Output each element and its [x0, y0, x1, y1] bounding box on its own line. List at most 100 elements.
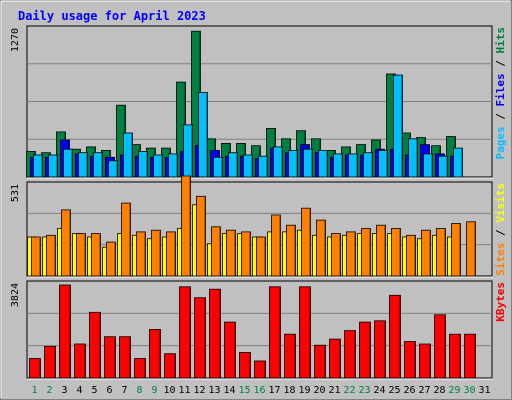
x-axis-labels: 1 2 3 4 5 6 7 8 9 10 11 12 13 14 15 16 17 18 19 20 21 22 23 24 2… [31, 385, 490, 396]
bar-sites-day-23 [361, 228, 371, 277]
bar-pages-day-25 [393, 74, 403, 178]
bar-kbytes-day-4 [74, 343, 86, 379]
series-sites [31, 175, 476, 277]
x-label-day-30: 30 [463, 385, 475, 396]
bar-pages-day-1 [33, 154, 43, 178]
bar-kbytes-day-16 [254, 360, 266, 379]
bar-pages-day-17 [273, 146, 283, 178]
x-label-day-19: 19 [298, 385, 310, 396]
bar-sites-day-7 [121, 202, 131, 277]
bar-pages-day-2 [48, 154, 58, 178]
bar-sites-day-14 [226, 229, 236, 277]
bar-sites-day-28 [436, 228, 446, 277]
bar-kbytes-day-2 [44, 345, 56, 379]
y-max-label-middle: 531 [10, 184, 21, 202]
bar-pages-day-4 [78, 152, 88, 178]
x-label-day-28: 28 [433, 385, 445, 396]
bar-kbytes-day-18 [284, 333, 296, 379]
legend-item-kbytes: KBytes [494, 282, 507, 322]
bar-sites-day-8 [136, 231, 146, 277]
x-label-day-11: 11 [178, 385, 190, 396]
y-max-label-top: 1270 [10, 28, 21, 52]
bar-sites-day-3 [61, 209, 71, 277]
bar-kbytes-day-17 [269, 286, 281, 379]
x-label-day-22: 22 [343, 385, 355, 396]
bar-kbytes-day-14 [224, 321, 236, 379]
bar-sites-day-26 [406, 234, 416, 277]
series-kbytes [29, 284, 476, 379]
bar-sites-day-10 [166, 231, 176, 277]
bar-sites-day-25 [391, 228, 401, 277]
x-label-day-15: 15 [238, 385, 250, 396]
bar-sites-day-20 [316, 219, 326, 277]
chart-panels: 1270 Pages / Files / Hits 531 Sites / Visit… [10, 25, 507, 380]
bar-kbytes-day-25 [389, 294, 401, 379]
bar-pages-day-26 [408, 138, 418, 178]
bar-sites-day-30 [466, 221, 476, 277]
bar-kbytes-day-11 [179, 286, 191, 379]
bar-kbytes-day-3 [59, 284, 71, 379]
bar-kbytes-day-21 [329, 338, 341, 379]
bar-pages-day-24 [378, 149, 388, 178]
x-label-day-25: 25 [388, 385, 400, 396]
bar-pages-day-9 [153, 154, 163, 178]
x-label-day-29: 29 [448, 385, 460, 396]
bar-kbytes-day-9 [149, 328, 161, 379]
bar-pages-day-22 [348, 153, 358, 178]
bar-pages-day-18 [288, 149, 298, 178]
bar-pages-day-3 [63, 148, 73, 178]
bar-pages-day-20 [318, 149, 328, 178]
x-label-day-8: 8 [136, 385, 142, 396]
bar-sites-day-13 [211, 226, 221, 277]
legend-item-sites: Sites [494, 243, 507, 276]
x-label-day-20: 20 [313, 385, 325, 396]
legend-item-pages: Pages [494, 126, 507, 159]
bar-pages-day-5 [93, 152, 103, 178]
bar-sites-day-6 [106, 241, 116, 277]
bar-pages-day-14 [228, 152, 238, 178]
bar-kbytes-day-7 [119, 336, 131, 379]
bar-sites-day-19 [301, 207, 311, 277]
legend-item-sep: / [494, 223, 507, 243]
bar-pages-day-28 [438, 155, 448, 178]
chart-title: Daily usage for April 2023 [18, 9, 206, 23]
bar-sites-day-17 [271, 214, 281, 277]
x-label-day-14: 14 [223, 385, 235, 396]
x-label-day-24: 24 [373, 385, 385, 396]
panel-middle: 531 Sites / Visits [10, 175, 507, 278]
bar-pages-day-13 [213, 156, 223, 178]
legend-bottom: KBytes [494, 282, 507, 322]
x-label-day-4: 4 [76, 385, 82, 396]
bar-kbytes-day-19 [299, 286, 311, 379]
panel-bottom: 3824 KBytes [10, 280, 507, 380]
panel-top: 1270 Pages / Files / Hits [10, 25, 507, 179]
bar-pages-day-6 [108, 160, 118, 178]
bar-kbytes-day-6 [104, 336, 116, 379]
bar-kbytes-day-10 [164, 353, 176, 379]
bar-sites-day-29 [451, 223, 461, 277]
legend-item-visits: Visits [494, 183, 507, 223]
bar-sites-day-21 [331, 233, 341, 277]
bar-sites-day-11 [181, 175, 191, 277]
bar-pages-day-8 [138, 151, 148, 178]
x-label-day-9: 9 [151, 385, 157, 396]
legend-item-sep2: / [494, 54, 507, 74]
bar-pages-day-15 [243, 154, 253, 178]
legend-item-files: Files [494, 73, 507, 106]
bar-kbytes-day-15 [239, 352, 251, 379]
bar-kbytes-day-23 [359, 321, 371, 379]
bar-kbytes-day-1 [29, 358, 41, 379]
bar-sites-day-18 [286, 224, 296, 277]
x-label-day-12: 12 [193, 385, 205, 396]
x-label-day-1: 1 [31, 385, 37, 396]
bar-pages-day-7 [123, 132, 133, 178]
bar-sites-day-12 [196, 195, 206, 277]
x-label-day-3: 3 [61, 385, 67, 396]
x-label-day-16: 16 [253, 385, 265, 396]
x-label-day-13: 13 [208, 385, 220, 396]
x-label-day-2: 2 [46, 385, 52, 396]
legend-middle: Sites / Visits [494, 183, 507, 276]
bar-kbytes-day-13 [209, 288, 221, 379]
bar-sites-day-27 [421, 229, 431, 277]
